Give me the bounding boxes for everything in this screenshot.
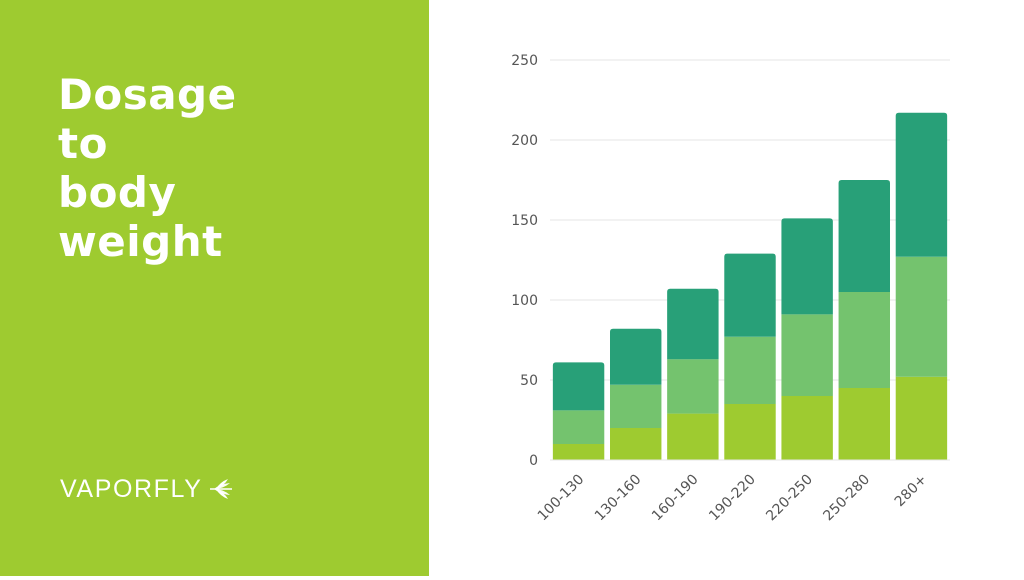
stacked-bar-chart: 0 50 100 150 200 250 100-130 130-160 160-190 190-…: [511, 53, 950, 525]
chart-area: 0 50 100 150 200 250 100-130 130-160 160-190 190-…: [429, 0, 1024, 576]
logo-text: VAPORFLY: [60, 474, 203, 503]
y-tick-label: 200: [511, 133, 538, 149]
x-tick-label: 250-280: [820, 472, 873, 525]
bar-segment: [667, 413, 719, 460]
bar-segment: [781, 314, 833, 396]
bar-segment: [552, 444, 605, 460]
bar-segment: [838, 180, 890, 292]
bar-segment: [781, 396, 833, 460]
leaf-icon: [210, 479, 233, 499]
bar-segment: [781, 218, 833, 315]
bar-segment: [724, 253, 776, 337]
bar-segment: [895, 256, 948, 377]
x-tick-label: 100-130: [535, 472, 588, 525]
title-line: body: [58, 168, 177, 217]
bar-segment: [838, 388, 890, 460]
bar-segment: [610, 384, 662, 428]
bar-segment: [610, 328, 662, 385]
y-tick-label: 100: [511, 293, 538, 309]
x-tick-label: 280+: [892, 472, 931, 511]
bar-segment: [838, 292, 890, 388]
title-panel: Dosage to body weight VAPORFLY: [0, 0, 429, 576]
y-tick-label: 0: [529, 453, 538, 469]
y-tick-label: 50: [520, 373, 538, 389]
bar-segment: [552, 410, 605, 444]
y-tick-label: 250: [511, 53, 538, 69]
x-tick-label: 130-160: [592, 472, 645, 525]
bar-segment: [895, 112, 948, 257]
y-tick-label: 150: [511, 213, 538, 229]
title-line: to: [58, 119, 108, 168]
bar-segment: [724, 336, 776, 404]
x-tick-label: 220-250: [763, 472, 816, 525]
bar-segment: [667, 359, 719, 414]
title-line: weight: [58, 217, 223, 266]
title-line: Dosage: [58, 70, 237, 119]
bar-segment: [552, 362, 605, 411]
x-tick-label: 160-190: [649, 472, 702, 525]
bar-segment: [667, 288, 719, 360]
bar-segment: [895, 376, 948, 460]
bar-segment: [724, 404, 776, 460]
x-tick-label: 190-220: [706, 472, 759, 525]
slide-title: Dosage to body weight: [58, 70, 388, 266]
bar-segment: [610, 428, 662, 460]
brand-logo: VAPORFLY: [60, 472, 234, 506]
